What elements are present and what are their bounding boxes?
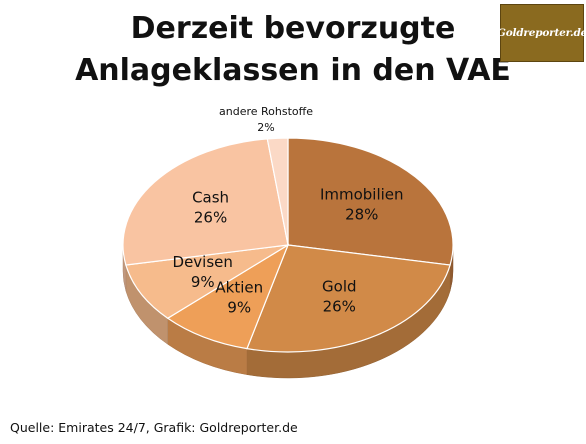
goldreporter-logo: Goldreporter.de [496, 4, 586, 62]
pie-slice-devisen [125, 244, 289, 319]
chart-title-line-1: Derzeit bevorzugte [130, 11, 456, 46]
slice-value-gold: 26% [323, 297, 356, 315]
slice-value-cash: 26% [194, 209, 227, 227]
pie-slice-gold [246, 244, 451, 353]
slice-value-aktien: 9% [227, 298, 251, 316]
pie-slice-andere-rohstoffe [266, 137, 289, 246]
slice-label-cash: Cash [192, 189, 229, 207]
slice-label-gold: Gold [322, 277, 357, 295]
chart-title-line-2: Anlageklassen in den VAE [75, 53, 511, 88]
pie-slice-immobilien [287, 137, 454, 266]
slice-label-aktien: Aktien [215, 278, 263, 296]
slice-value-immobilien: 28% [345, 205, 378, 223]
slice-label-immobilien: Immobilien [320, 185, 404, 203]
pie-slices [122, 137, 454, 353]
pie-labels: Immobilien28%Gold26%Aktien9%Devisen9%Cas… [173, 105, 404, 316]
slice-label-andere-rohstoffe: andere Rohstoffe [219, 105, 313, 118]
logo-text: Goldreporter.de [496, 27, 586, 39]
chart-title: Derzeit bevorzugte Anlageklassen in den … [0, 8, 586, 92]
pie-slice-aktien [166, 243, 290, 350]
pie-slice-cash [122, 138, 289, 266]
slice-value-devisen: 9% [191, 273, 215, 291]
slice-value-andere-rohstoffe: 2% [257, 121, 274, 134]
source-note: Quelle: Emirates 24/7, Grafik: Goldrepor… [10, 420, 298, 435]
slice-label-devisen: Devisen [173, 253, 233, 271]
